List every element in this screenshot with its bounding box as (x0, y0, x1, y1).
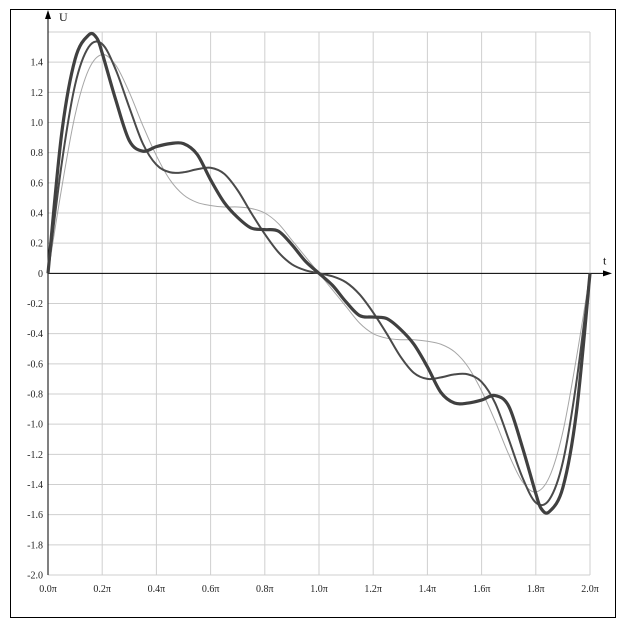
y-tick-label: 0.4 (31, 209, 44, 220)
x-tick-label: 0.6π (202, 584, 220, 595)
x-tick-label: 2.0π (581, 584, 599, 595)
y-tick-label: 1.2 (31, 88, 44, 99)
y-tick-label: 0.2 (31, 239, 44, 250)
y-tick-label: -1.4 (27, 480, 43, 491)
series-line-3 (46, 31, 592, 515)
x-axis-label: t (603, 253, 607, 267)
y-tick-labels: 1.4 1.2 1.0 0.8 0.6 0.4 0.2 0 -0.2 -0.4 -0.6 -0.8 -1… (27, 58, 43, 582)
axes: t U (45, 10, 612, 575)
x-tick-label: 0.4π (148, 584, 166, 595)
x-tick-label: 1.2π (364, 584, 382, 595)
y-tick-label: 0.8 (31, 148, 44, 159)
y-axis-label: U (59, 10, 68, 24)
x-tick-label: 0.2π (93, 584, 111, 595)
y-tick-label: 1.4 (31, 58, 44, 69)
y-tick-label: -1.6 (27, 510, 43, 521)
y-tick-label: -2.0 (27, 571, 43, 582)
x-tick-label: 1.0π (310, 584, 328, 595)
series (46, 31, 592, 515)
chart-frame (10, 9, 616, 618)
x-tick-label: 0.8π (256, 584, 274, 595)
y-tick-label: -0.2 (27, 299, 43, 310)
y-axis-arrow (45, 10, 51, 19)
x-axis-arrow (603, 270, 612, 277)
y-tick-label: 0.6 (31, 178, 44, 189)
y-tick-label: 0 (38, 269, 43, 280)
y-tick-label: -0.6 (27, 359, 43, 370)
y-tick-label: -0.4 (27, 329, 43, 340)
y-tick-label: -1.2 (27, 450, 43, 461)
grid (47, 31, 591, 576)
x-tick-labels: 0.0π 0.2π 0.4π 0.6π 0.8π 1.0π 1.2π 1.4π 1.6π 1.8π… (39, 584, 599, 595)
x-tick-label: 1.8π (527, 584, 545, 595)
x-tick-label: 1.4π (419, 584, 437, 595)
y-tick-label: -0.8 (27, 390, 43, 401)
x-tick-label: 0.0π (39, 584, 57, 595)
y-tick-label: -1.0 (27, 420, 43, 431)
y-tick-label: 1.0 (31, 118, 44, 129)
y-tick-label: -1.8 (27, 540, 43, 551)
x-tick-label: 1.6π (473, 584, 491, 595)
